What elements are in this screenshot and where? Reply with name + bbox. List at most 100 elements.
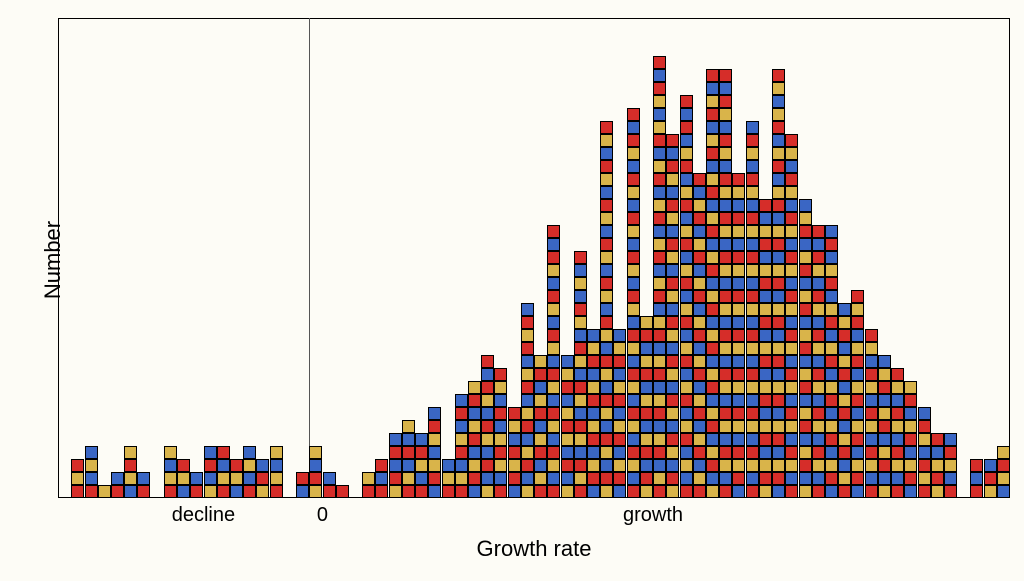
histogram-cell xyxy=(706,420,719,433)
histogram-cell xyxy=(230,485,243,498)
histogram-cell xyxy=(799,199,812,212)
histogram-cell xyxy=(825,225,838,238)
histogram-cell xyxy=(666,316,679,329)
histogram-cell xyxy=(137,472,150,485)
histogram-cell xyxy=(627,485,640,498)
histogram-cell xyxy=(693,303,706,316)
histogram-cell xyxy=(799,290,812,303)
histogram-cell xyxy=(719,238,732,251)
histogram-cell xyxy=(812,459,825,472)
histogram-cell xyxy=(574,329,587,342)
histogram-cell xyxy=(732,212,745,225)
histogram-cell xyxy=(693,251,706,264)
histogram-cell xyxy=(587,433,600,446)
histogram-cell xyxy=(772,212,785,225)
histogram-cell xyxy=(799,329,812,342)
histogram-cell xyxy=(653,56,666,69)
histogram-cell xyxy=(997,459,1010,472)
histogram-cell xyxy=(574,264,587,277)
histogram-cell xyxy=(759,329,772,342)
histogram-cell xyxy=(838,394,851,407)
histogram-cell xyxy=(772,82,785,95)
histogram-cell xyxy=(574,251,587,264)
histogram-cell xyxy=(825,485,838,498)
histogram-cell xyxy=(812,290,825,303)
histogram-cell xyxy=(547,394,560,407)
histogram-cell xyxy=(640,459,653,472)
x-tick-label: growth xyxy=(593,504,713,527)
histogram-cell xyxy=(693,186,706,199)
histogram-cell xyxy=(653,329,666,342)
histogram-cell xyxy=(494,394,507,407)
histogram-cell xyxy=(587,459,600,472)
histogram-cell xyxy=(85,472,98,485)
histogram-cell xyxy=(217,472,230,485)
histogram-cell xyxy=(746,355,759,368)
histogram-cell xyxy=(653,82,666,95)
histogram-cell xyxy=(653,394,666,407)
histogram-cell xyxy=(759,264,772,277)
histogram-cell xyxy=(732,303,745,316)
histogram-cell xyxy=(627,303,640,316)
histogram-cell xyxy=(918,485,931,498)
histogram-cell xyxy=(746,199,759,212)
histogram-cell xyxy=(640,433,653,446)
histogram-cell xyxy=(600,277,613,290)
histogram-cell xyxy=(204,446,217,459)
histogram-cell xyxy=(494,381,507,394)
histogram-cell xyxy=(984,472,997,485)
histogram-cell xyxy=(547,329,560,342)
histogram-cell xyxy=(851,420,864,433)
histogram-cell xyxy=(865,355,878,368)
histogram-cell xyxy=(812,251,825,264)
histogram-cell xyxy=(587,446,600,459)
histogram-cell xyxy=(719,329,732,342)
histogram-cell xyxy=(891,420,904,433)
histogram-cell xyxy=(124,446,137,459)
histogram-cell xyxy=(561,446,574,459)
histogram-cell xyxy=(521,446,534,459)
histogram-cell xyxy=(984,485,997,498)
histogram-cell xyxy=(759,303,772,316)
histogram-cell xyxy=(547,433,560,446)
histogram-cell xyxy=(706,381,719,394)
histogram-cell xyxy=(878,381,891,394)
histogram-cell xyxy=(851,355,864,368)
histogram-cell xyxy=(799,212,812,225)
histogram-cell xyxy=(719,264,732,277)
histogram-cell xyxy=(627,329,640,342)
histogram-cell xyxy=(878,368,891,381)
histogram-cell xyxy=(455,433,468,446)
histogram-cell xyxy=(627,290,640,303)
histogram-cell xyxy=(732,290,745,303)
histogram-cell xyxy=(243,446,256,459)
histogram-cell xyxy=(746,186,759,199)
histogram-cell xyxy=(772,69,785,82)
histogram-cell xyxy=(640,381,653,394)
histogram-cell xyxy=(680,95,693,108)
histogram-cell xyxy=(428,407,441,420)
histogram-cell xyxy=(627,355,640,368)
histogram-cell xyxy=(891,433,904,446)
histogram-cell xyxy=(627,472,640,485)
histogram-cell xyxy=(825,381,838,394)
histogram-cell xyxy=(640,420,653,433)
histogram-cell xyxy=(680,121,693,134)
histogram-cell xyxy=(719,160,732,173)
histogram-cell xyxy=(442,485,455,498)
histogram-cell xyxy=(468,485,481,498)
histogram-cell xyxy=(666,342,679,355)
histogram-cell xyxy=(693,290,706,303)
histogram-cell xyxy=(494,485,507,498)
histogram-cell xyxy=(428,446,441,459)
histogram-cell xyxy=(627,121,640,134)
histogram-cell xyxy=(838,407,851,420)
histogram-cell xyxy=(574,472,587,485)
histogram-cell xyxy=(587,355,600,368)
histogram-cell xyxy=(904,433,917,446)
histogram-cell xyxy=(785,173,798,186)
histogram-cell xyxy=(587,342,600,355)
histogram-cell xyxy=(547,355,560,368)
histogram-cell xyxy=(71,472,84,485)
histogram-cell xyxy=(812,342,825,355)
